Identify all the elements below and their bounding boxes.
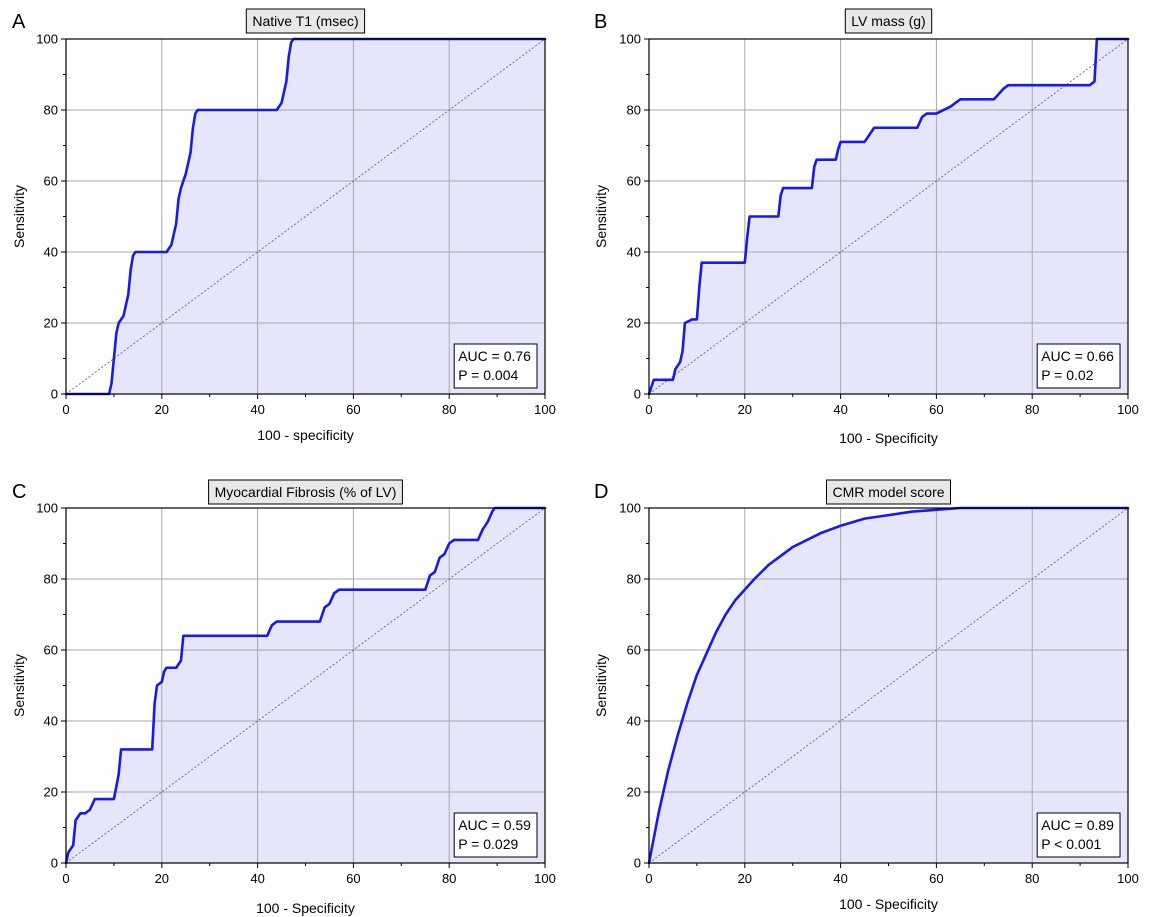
chart-title: CMR model score [832, 484, 944, 500]
x-axis-label: 100 - specificity [257, 427, 353, 443]
auc-value: AUC = 0.66 [1041, 348, 1114, 364]
chart-title: Native T1 (msec) [252, 13, 358, 29]
p-value: P = 0.004 [458, 367, 518, 383]
y-tick-label: 0 [634, 387, 641, 402]
title-box [844, 8, 933, 34]
x-axis-label: 100 - Specificity [839, 430, 938, 446]
panel-letter: A [12, 11, 26, 33]
roc-panel-c: 0 20 40 60 80 100 0 20 40 60 80 100 100 - Specificit… [11, 479, 556, 916]
auc-value: AUC = 0.76 [458, 348, 531, 364]
x-tick-label: 0 [645, 402, 652, 417]
p-value: P = 0.02 [1041, 367, 1094, 383]
p-value: P < 0.001 [1041, 836, 1101, 852]
y-tick-label: 0 [51, 856, 58, 871]
y-tick-label: 60 [44, 643, 58, 658]
roc-curve-line [64, 506, 547, 865]
y-tick-label: 100 [619, 501, 641, 516]
diagonal-reference-line [648, 507, 1129, 864]
y-tick-label: 100 [36, 32, 58, 47]
roc-curve-line [647, 37, 1130, 396]
diagonal-reference-line [65, 507, 546, 864]
y-tick-label: 60 [44, 174, 58, 189]
y-tick-label: 100 [36, 501, 58, 516]
x-tick-label: 0 [62, 871, 69, 886]
x-tick-label: 60 [929, 402, 943, 417]
x-tick-label: 80 [1025, 402, 1039, 417]
stats-box [1036, 343, 1121, 389]
x-tick-label: 60 [346, 402, 360, 417]
y-tick-label: 20 [627, 316, 641, 331]
x-axis-label: 100 - Specificity [256, 900, 355, 916]
x-tick-label: 40 [833, 402, 847, 417]
y-axis-label: Sensitivity [11, 654, 27, 717]
x-tick-label: 100 [534, 402, 556, 417]
stats-box [453, 343, 538, 389]
panel-letter: C [12, 481, 26, 503]
stats-box [453, 812, 538, 858]
y-tick-label: 80 [44, 572, 58, 587]
title-box [245, 8, 366, 34]
y-tick-label: 100 [619, 32, 641, 47]
y-tick-label: 80 [44, 103, 58, 118]
x-tick-label: 100 [534, 871, 556, 886]
x-tick-label: 80 [442, 871, 456, 886]
p-value: P = 0.029 [458, 836, 518, 852]
y-tick-label: 60 [627, 643, 641, 658]
x-tick-label: 20 [155, 871, 169, 886]
x-tick-label: 20 [738, 871, 752, 886]
y-tick-label: 80 [627, 572, 641, 587]
y-tick-label: 0 [51, 387, 58, 402]
y-tick-label: 40 [44, 714, 58, 729]
panel-letter: D [594, 481, 608, 503]
y-tick-label: 40 [627, 714, 641, 729]
roc-panel-b: 0 20 40 60 80 100 0 20 40 60 80 100 100 - Specificit… [593, 8, 1139, 446]
x-tick-label: 80 [442, 402, 456, 417]
title-box [208, 479, 403, 505]
diagonal-reference-line [648, 38, 1129, 395]
y-tick-label: 60 [627, 174, 641, 189]
panel-letter: B [594, 11, 607, 33]
y-tick-label: 40 [627, 245, 641, 260]
x-tick-label: 20 [738, 402, 752, 417]
y-tick-label: 80 [627, 103, 641, 118]
x-tick-label: 100 [1117, 871, 1139, 886]
x-tick-label: 40 [250, 402, 264, 417]
x-tick-label: 40 [833, 871, 847, 886]
y-axis-label: Sensitivity [11, 185, 27, 248]
stats-box [1036, 812, 1121, 858]
roc-panel-a: 0 20 40 60 80 100 0 20 40 60 80 100 100 - specificit… [11, 8, 556, 443]
x-tick-label: 60 [346, 871, 360, 886]
y-tick-label: 20 [627, 785, 641, 800]
x-tick-label: 40 [250, 871, 264, 886]
x-axis-label: 100 - Specificity [839, 896, 938, 912]
x-tick-label: 20 [155, 402, 169, 417]
y-tick-label: 40 [44, 245, 58, 260]
x-tick-label: 60 [929, 871, 943, 886]
title-box [826, 479, 951, 505]
auc-value: AUC = 0.89 [1041, 817, 1114, 833]
chart-title: Myocardial Fibrosis (% of LV) [215, 484, 397, 500]
roc-curve-line [64, 37, 547, 396]
y-axis-label: Sensitivity [593, 654, 609, 717]
auc-value: AUC = 0.59 [458, 817, 531, 833]
x-tick-label: 0 [645, 871, 652, 886]
roc-panel-d: 0 20 40 60 80 100 0 20 40 60 80 100 100 - Specificit… [593, 479, 1139, 912]
y-tick-label: 20 [44, 785, 58, 800]
y-axis-label: Sensitivity [593, 185, 609, 248]
x-tick-label: 100 [1117, 402, 1139, 417]
y-tick-label: 20 [44, 316, 58, 331]
y-tick-label: 0 [634, 856, 641, 871]
diagonal-reference-line [65, 38, 546, 395]
x-tick-label: 0 [62, 402, 69, 417]
chart-title: LV mass (g) [851, 13, 925, 29]
x-tick-label: 80 [1025, 871, 1039, 886]
